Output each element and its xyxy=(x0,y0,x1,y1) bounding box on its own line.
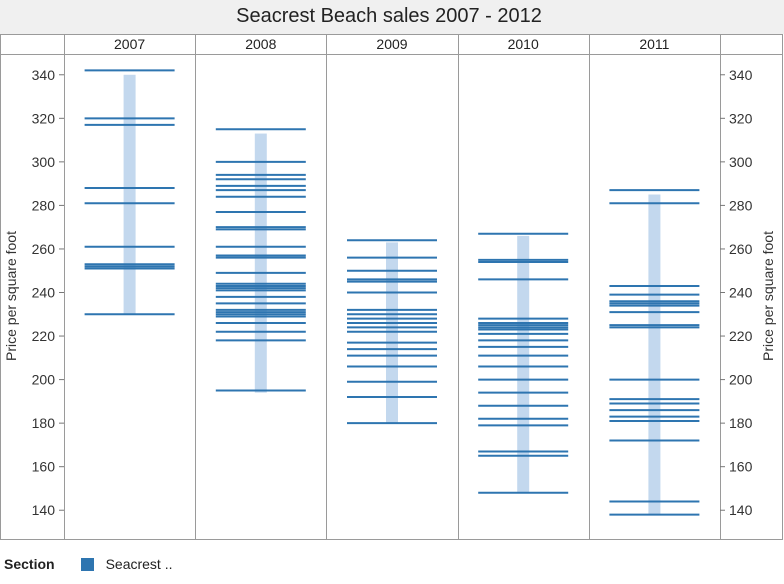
range-band xyxy=(648,194,661,515)
y-tick-label-left: 260 xyxy=(32,241,56,257)
legend: Section Seacrest .. xyxy=(4,552,173,576)
y-tick-label-left: 240 xyxy=(32,285,56,301)
column-header-2010: 2010 xyxy=(508,36,539,52)
y-axis-right: 140 160 180 200 220 240 260 280 300 320 340 xyxy=(720,67,753,518)
y-tick-label-left: 220 xyxy=(32,328,56,344)
y-tick-label-right: 140 xyxy=(729,502,753,518)
legend-swatch xyxy=(80,557,94,571)
y-tick-label-right: 260 xyxy=(729,241,753,257)
range-band xyxy=(254,133,267,393)
outer-border xyxy=(0,34,783,540)
column-2008 xyxy=(215,128,306,393)
y-tick-label-right: 320 xyxy=(729,110,753,126)
plot-marks xyxy=(84,69,700,516)
column-2007 xyxy=(84,69,175,316)
chart-title: Seacrest Beach sales 2007 - 2012 xyxy=(236,5,542,27)
y-tick-label-left: 140 xyxy=(32,502,56,518)
title-bar xyxy=(0,0,784,34)
column-2011 xyxy=(609,189,700,516)
y-tick-label-left: 320 xyxy=(32,110,56,126)
y-axis-label-left: Price per square foot xyxy=(3,231,19,361)
y-tick-label-right: 300 xyxy=(729,154,753,170)
y-tick-label-left: 300 xyxy=(32,154,56,170)
legend-item-label: Seacrest .. xyxy=(105,556,173,572)
y-axis-left: 140 160 180 200 220 240 260 280 300 320 340 xyxy=(32,67,64,518)
legend-title: Section xyxy=(4,556,55,572)
column-header-2008: 2008 xyxy=(245,36,276,52)
y-tick-label-left: 200 xyxy=(32,372,56,388)
y-tick-label-right: 180 xyxy=(729,415,753,431)
column-2010 xyxy=(478,232,569,494)
column-header-2009: 2009 xyxy=(376,36,407,52)
range-band xyxy=(123,74,136,315)
column-header-2007: 2007 xyxy=(114,36,145,52)
y-tick-label-right: 340 xyxy=(729,67,753,83)
y-tick-label-right: 280 xyxy=(729,197,753,213)
y-tick-label-left: 280 xyxy=(32,197,56,213)
range-band xyxy=(517,235,530,493)
y-tick-label-right: 160 xyxy=(729,459,753,475)
column-header-2011: 2011 xyxy=(639,36,669,52)
y-axis-label-right: Price per square foot xyxy=(760,231,776,361)
y-tick-label-right: 240 xyxy=(729,285,753,301)
column-headers: 2007 2008 2009 2010 2011 xyxy=(114,36,670,52)
chart-frame xyxy=(0,34,783,540)
column-2009 xyxy=(347,239,437,425)
range-band xyxy=(386,242,398,424)
y-tick-label-right: 200 xyxy=(729,372,753,388)
y-tick-label-left: 160 xyxy=(32,459,56,475)
y-tick-label-left: 180 xyxy=(32,415,56,431)
y-tick-label-left: 340 xyxy=(32,67,56,83)
y-tick-label-right: 220 xyxy=(729,328,753,344)
